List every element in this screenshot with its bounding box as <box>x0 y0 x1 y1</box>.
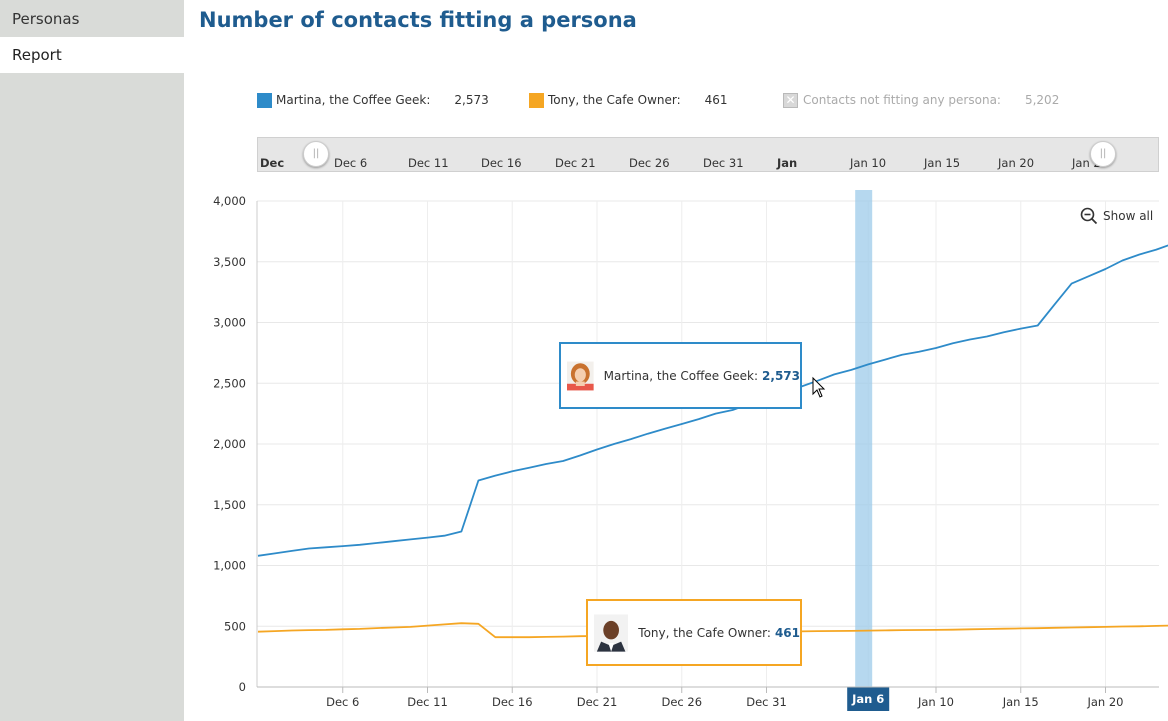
legend-value: 5,202 <box>1024 93 1060 107</box>
y-tick-label: 2,500 <box>213 376 246 390</box>
x-tick-label: Dec 6 <box>326 695 359 709</box>
series-line-martina <box>257 244 1168 557</box>
page-title: Number of contacts fitting a persona <box>199 8 637 32</box>
crosshair-band <box>855 190 873 688</box>
sidebar: Personas Report <box>0 0 184 721</box>
legend-item-not-fitting[interactable]: ✕ Contacts not fitting any persona: 5,20… <box>783 90 1059 110</box>
tooltip-label: Tony, the Cafe Owner: <box>638 625 771 640</box>
nav-label: Dec 21 <box>555 156 596 170</box>
avatar-martina <box>567 361 594 390</box>
tooltip-value: 461 <box>774 625 800 640</box>
x-tick-label: Dec 16 <box>492 695 533 709</box>
tooltip-martina: Martina, the Coffee Geek: 2,573 <box>559 342 802 409</box>
nav-label: Jan 15 <box>924 156 961 170</box>
legend-swatch <box>257 92 272 108</box>
y-tick-label: 1,500 <box>213 498 246 512</box>
x-tick-label: Jan 6 <box>851 692 884 706</box>
y-tick-label: 2,000 <box>213 437 246 451</box>
legend-label: Martina, the Coffee Geek: <box>276 93 431 107</box>
legend-item-martina[interactable]: Martina, the Coffee Geek: 2,573 <box>257 90 489 110</box>
x-tick-label: Jan 10 <box>917 695 954 709</box>
mouse-cursor-icon <box>812 376 826 398</box>
nav-label: Jan 20 <box>998 156 1035 170</box>
zoom-out-icon <box>1080 207 1098 225</box>
legend-value: 461 <box>704 93 728 107</box>
show-all-label: Show all <box>1103 209 1154 223</box>
range-handle-right[interactable]: || <box>1090 141 1116 167</box>
x-highlight-badge <box>847 687 890 711</box>
range-handle-left[interactable]: || <box>303 141 329 167</box>
x-tick-label: Dec 26 <box>661 695 702 709</box>
nav-label: Dec 16 <box>481 156 522 170</box>
y-tick-label: 500 <box>224 619 246 633</box>
sidebar-item-personas[interactable]: Personas <box>12 10 80 28</box>
tooltip-tony: Tony, the Cafe Owner: 461 <box>586 599 802 666</box>
legend-label: Contacts not fitting any persona: <box>803 93 1001 107</box>
disabled-x-icon: ✕ <box>783 92 798 108</box>
nav-label: Dec 31 <box>703 156 744 170</box>
nav-label: Jan <box>777 156 798 170</box>
nav-label: Jan 10 <box>850 156 887 170</box>
tooltip-label: Martina, the Coffee Geek: <box>603 368 759 383</box>
legend-value: 2,573 <box>454 93 489 107</box>
nav-label: Dec 6 <box>334 156 368 170</box>
y-tick-label: 0 <box>239 680 246 694</box>
x-tick-label: Dec 11 <box>407 695 448 709</box>
y-tick-label: 3,500 <box>213 255 246 269</box>
show-all-button[interactable]: Show all <box>1080 207 1153 225</box>
y-tick-label: 1,000 <box>213 559 246 573</box>
range-navigator[interactable]: Dec Dec 6 Dec 11 Dec 16 Dec 21 Dec 26 De… <box>257 137 1159 172</box>
nav-label: Dec 11 <box>408 156 449 170</box>
legend-item-tony[interactable]: Tony, the Cafe Owner: 461 <box>529 90 728 110</box>
sidebar-item-report[interactable]: Report <box>0 37 184 73</box>
x-tick-label: Dec 31 <box>746 695 787 709</box>
nav-label: Dec <box>260 156 285 170</box>
legend-swatch <box>529 92 544 108</box>
x-tick-label: Dec 21 <box>577 695 618 709</box>
x-tick-label: Jan 15 <box>1002 695 1039 709</box>
tooltip-value: 2,573 <box>762 368 800 383</box>
y-tick-label: 3,000 <box>213 316 246 330</box>
legend-label: Tony, the Cafe Owner: <box>548 93 681 107</box>
x-tick-label: Jan 20 <box>1086 695 1123 709</box>
nav-label: Dec 26 <box>629 156 670 170</box>
y-tick-label: 4,000 <box>213 194 246 208</box>
avatar-tony <box>594 613 629 652</box>
